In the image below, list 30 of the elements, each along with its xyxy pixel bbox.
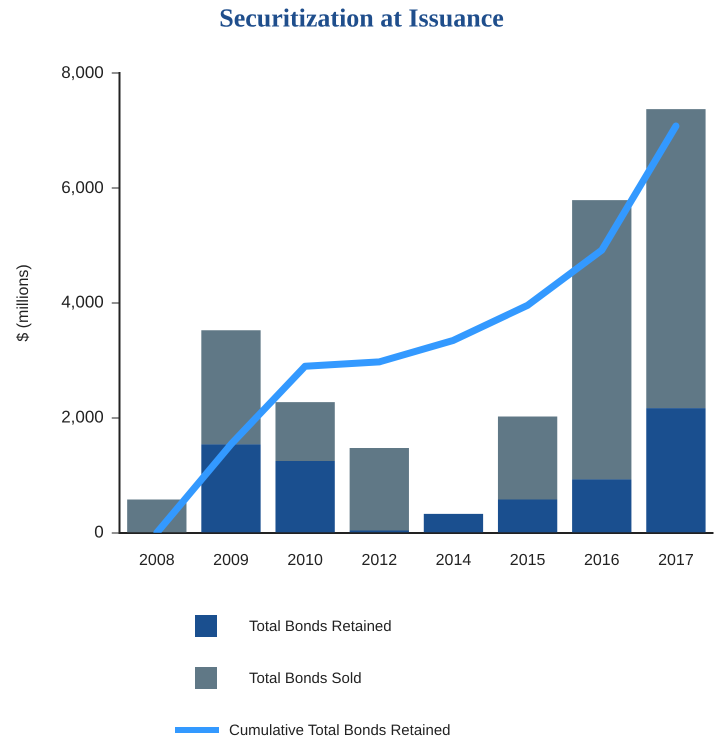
x-tick-label: 2017 (658, 552, 694, 569)
bar (424, 514, 484, 532)
y-tick-label: 4,000 (61, 292, 104, 312)
x-tick-label: 2008 (139, 552, 175, 569)
bar (201, 444, 261, 532)
bar (350, 448, 409, 530)
legend-label: Total Bonds Retained (249, 618, 392, 634)
x-tick-label: 2009 (213, 552, 249, 569)
x-tick-label: 2016 (584, 552, 620, 569)
y-tick-label: 8,000 (61, 62, 104, 82)
y-tick-label: 6,000 (61, 178, 104, 197)
legend-label: Cumulative Total Bonds Retained (229, 722, 451, 738)
bar (572, 200, 632, 480)
legend-label: Total Bonds Sold (249, 670, 362, 686)
bar (275, 402, 335, 461)
chart-title: Securitization at Issuance (219, 3, 504, 32)
bar (498, 499, 558, 532)
x-tick-label: 2014 (436, 552, 472, 569)
bar (498, 416, 558, 500)
x-tick-label: 2012 (361, 552, 398, 569)
bar (201, 330, 261, 444)
y-tick-label: 2,000 (61, 408, 104, 427)
y-axis-title: $ (millions) (15, 264, 32, 342)
y-tick-label: 0 (94, 522, 104, 542)
bar (646, 408, 706, 532)
x-tick-label: 2010 (287, 552, 324, 569)
bar (572, 479, 632, 532)
bar (275, 460, 335, 532)
x-tick-label: 2015 (510, 552, 546, 569)
bar (646, 109, 706, 408)
